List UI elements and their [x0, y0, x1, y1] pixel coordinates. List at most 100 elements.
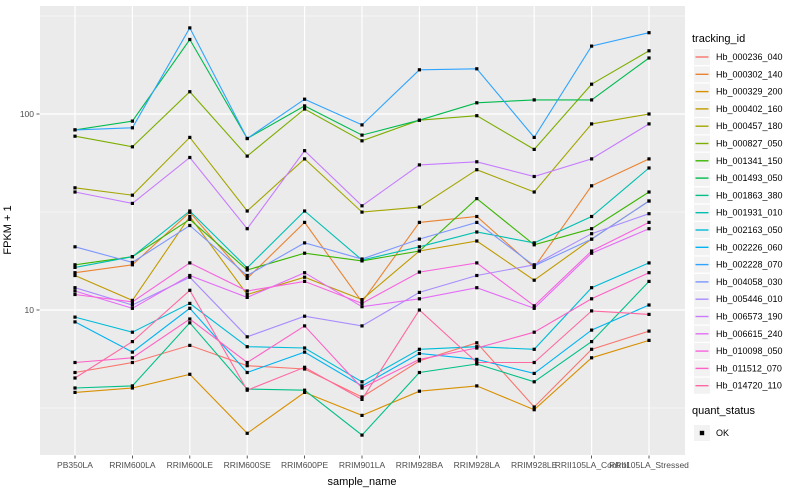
data-point: [532, 304, 536, 308]
data-point: [130, 303, 134, 307]
data-point: [73, 128, 77, 132]
data-point: [73, 320, 77, 324]
data-point: [245, 364, 249, 368]
legend-quant-point: [699, 430, 705, 436]
data-point: [303, 279, 307, 283]
data-point: [475, 261, 479, 265]
legend-title-quant-status: quant_status: [692, 405, 755, 417]
data-point: [130, 384, 134, 388]
data-point: [360, 324, 364, 328]
data-point: [303, 314, 307, 318]
data-point: [590, 232, 594, 236]
data-point: [130, 340, 134, 344]
data-point: [188, 273, 192, 278]
data-point: [647, 122, 651, 126]
data-point: [532, 330, 536, 334]
data-point: [647, 261, 651, 265]
data-point: [532, 190, 536, 194]
data-point: [303, 346, 307, 350]
data-point: [303, 365, 307, 369]
data-point: [647, 220, 651, 224]
data-point: [245, 295, 249, 299]
x-tick-label: RRIM600PE: [281, 460, 329, 470]
data-point: [73, 360, 77, 365]
data-point: [532, 278, 536, 282]
x-tick-label: RRIM600SE: [224, 460, 272, 470]
data-point: [360, 397, 364, 401]
data-point: [590, 184, 594, 188]
data-point: [360, 305, 364, 309]
data-point: [417, 249, 421, 253]
data-point: [303, 275, 307, 279]
data-point: [417, 370, 421, 375]
legend-item-label: Hb_000236_040: [716, 52, 783, 62]
data-point: [475, 101, 479, 105]
data-point: [245, 360, 249, 365]
data-point: [417, 245, 421, 249]
data-point: [130, 306, 134, 310]
data-point: [188, 90, 192, 94]
data-point: [188, 317, 192, 321]
legend-item-label: Hb_002163_050: [716, 225, 783, 235]
data-point: [245, 268, 249, 272]
data-point: [188, 306, 192, 310]
x-tick-label: RRIM600LE: [167, 460, 214, 470]
data-point: [130, 255, 134, 259]
legend-item-label: Hb_006573_190: [716, 312, 783, 322]
data-point: [245, 370, 249, 375]
data-point: [475, 286, 479, 290]
data-point: [188, 217, 192, 221]
legend-item-label: Hb_011512_070: [716, 363, 782, 373]
data-point: [303, 220, 307, 224]
data-point: [73, 370, 77, 375]
data-point: [130, 360, 134, 365]
data-point: [303, 271, 307, 275]
data-point: [188, 26, 192, 30]
data-point: [647, 157, 651, 161]
data-point: [360, 384, 364, 388]
data-point: [532, 405, 536, 409]
data-point: [475, 168, 479, 172]
data-point: [475, 114, 479, 118]
data-point: [188, 214, 192, 219]
data-point: [73, 386, 77, 390]
data-point: [590, 297, 594, 301]
data-point: [73, 134, 77, 138]
y-tick-label: 100: [20, 109, 34, 119]
data-point: [188, 372, 192, 376]
data-point: [417, 357, 421, 361]
data-point: [647, 312, 651, 316]
legend-item-label: Hb_001863_380: [716, 190, 783, 200]
data-point: [130, 356, 134, 360]
data-point: [417, 297, 421, 301]
data-point: [245, 345, 249, 349]
x-axis-title: sample_name: [327, 476, 397, 488]
data-point: [130, 119, 134, 123]
legend-item-label: Hb_005446_010: [716, 294, 783, 304]
data-point: [245, 289, 249, 293]
data-point: [647, 31, 651, 35]
data-point: [590, 157, 594, 161]
data-point: [73, 265, 77, 269]
data-point: [590, 328, 594, 332]
legend-item-label: Hb_010098_050: [716, 346, 783, 356]
data-point: [532, 174, 536, 179]
data-point: [73, 273, 77, 278]
data-point: [590, 286, 594, 290]
data-point: [590, 251, 594, 255]
data-point: [532, 347, 536, 351]
legend-item-label: Hb_001341_150: [716, 156, 783, 166]
data-point: [245, 209, 249, 213]
legend-item-label: Hb_000329_200: [716, 87, 783, 97]
data-point: [188, 37, 192, 42]
data-point: [73, 190, 77, 194]
data-point: [647, 338, 651, 342]
data-point: [360, 123, 364, 127]
data-point: [245, 154, 249, 158]
legend-item-label: Hb_000302_140: [716, 69, 783, 79]
data-point: [245, 292, 249, 297]
x-tick-label: RRIM901LA: [339, 460, 386, 470]
data-point: [73, 292, 77, 297]
legend-item-label: Hb_000827_050: [716, 139, 783, 149]
data-point: [303, 367, 307, 371]
